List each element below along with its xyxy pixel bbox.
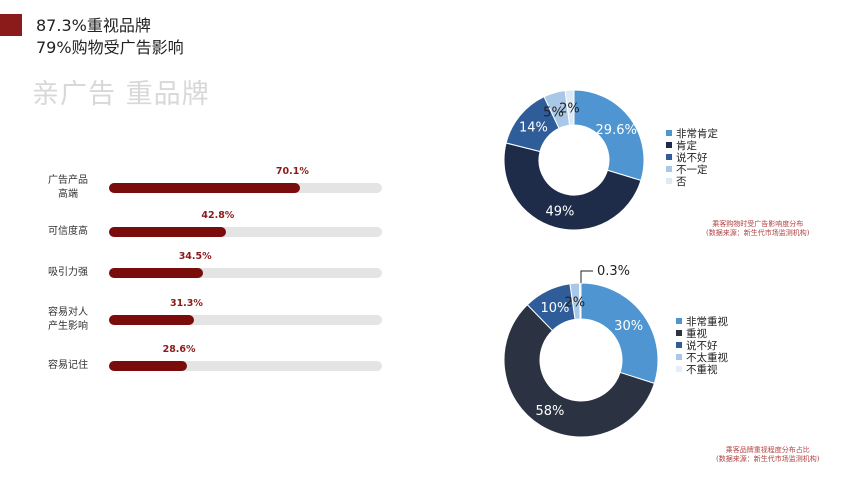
legend-label: 重视 — [686, 327, 707, 340]
bar-value-label: 34.5% — [178, 251, 212, 262]
bar — [109, 315, 195, 325]
legend-entry: 非常重视 — [676, 315, 728, 328]
bar-category-label: 容易对人 产生影响 — [48, 307, 88, 332]
donut-value-label: 58% — [535, 404, 564, 419]
caption-source: (数据来源：新生代市场监测机构) — [706, 229, 810, 237]
legend-swatch — [676, 342, 682, 348]
donut-value-label: 14% — [519, 121, 548, 136]
ad-influence-legend: 非常肯定 肯定 说不好 不一定否 — [666, 127, 718, 188]
bar — [109, 183, 301, 193]
headline-brand: 87.3%重视品牌 — [36, 16, 151, 35]
legend-entry: 不太重视 — [676, 351, 728, 364]
bar-category-label: 广告产品 高端 — [48, 175, 88, 200]
accent-square — [0, 14, 22, 36]
callout-line — [580, 270, 593, 283]
legend-swatch — [676, 318, 682, 324]
legend-label: 不重视 — [686, 363, 718, 376]
bar-value-label: 28.6% — [162, 344, 196, 355]
legend-swatch — [676, 366, 682, 372]
brand-importance-caption: 乘客品牌重视程度分布占比 (数据来源：新生代市场监测机构) — [716, 446, 819, 464]
donut-value-label: 5% — [543, 106, 564, 121]
bar-category-label: 可信度高 — [48, 226, 88, 237]
donut-slice — [580, 282, 659, 385]
legend-label: 说不好 — [686, 339, 718, 352]
donut-slice — [503, 304, 655, 438]
bar-value-label: 70.1% — [275, 166, 309, 177]
legend-label: 不一定 — [676, 163, 708, 176]
legend-label: 说不好 — [676, 151, 708, 164]
donut-value-label: 30% — [614, 319, 643, 334]
caption-source: (数据来源：新生代市场监测机构) — [716, 455, 820, 463]
legend-swatch — [666, 142, 672, 148]
donut-value-label: 10% — [540, 301, 569, 316]
bar-category-label: 吸引力强 — [48, 267, 88, 278]
ad-influence-caption: 乘客购物时受广告影响度分布 (数据来源：新生代市场监测机构) — [706, 220, 809, 238]
page-title: 亲广告 重品牌 — [32, 79, 210, 110]
legend-entry: 说不好 — [676, 339, 728, 352]
bar — [109, 361, 188, 371]
legend-entry: 非常肯定 — [666, 127, 718, 140]
legend-swatch — [666, 166, 672, 172]
bar-value-label: 42.8% — [201, 210, 235, 221]
bar-track — [109, 315, 382, 325]
bar — [109, 268, 204, 278]
bar — [109, 227, 226, 237]
bar-value-label: 31.3% — [169, 298, 203, 309]
legend-swatch — [676, 330, 682, 336]
legend-swatch — [666, 154, 672, 160]
donut-slice — [579, 282, 582, 320]
bar-track — [109, 361, 382, 371]
caption-title: 乘客品牌重视程度分布占比 — [725, 446, 810, 454]
legend-label: 肯定 — [676, 139, 697, 152]
legend-label: 否 — [676, 175, 687, 188]
callout-value-label: 0.3% — [597, 264, 630, 279]
caption-title: 乘客购物时受广告影响度分布 — [712, 220, 804, 228]
legend-swatch — [676, 354, 682, 360]
donut-slice — [573, 89, 645, 182]
brand-importance-donut-chart: 30% 58% 10%2% 0.3% — [503, 264, 659, 438]
legend-swatch — [666, 130, 672, 136]
legend-entry: 重视 — [676, 327, 728, 340]
legend-entry: 肯定 — [666, 139, 718, 152]
legend-entry: 不一定 — [666, 163, 718, 176]
legend-label: 非常肯定 — [676, 127, 718, 140]
bar-category-label: 容易记住 — [48, 360, 88, 371]
donut-slice — [564, 89, 575, 126]
brand-importance-legend: 非常重视 重视 说不好 不太重视 不重视 — [676, 315, 728, 376]
donut-value-label: 2% — [559, 102, 580, 117]
donut-value-label: 29.6% — [596, 123, 637, 138]
bar-track — [109, 268, 382, 278]
bar-track — [109, 227, 382, 237]
ad-influence-donut-chart: 29.6% 49% 14%5%2% — [503, 89, 645, 231]
legend-swatch — [666, 178, 672, 184]
legend-entry: 不重视 — [676, 363, 728, 376]
donut-slice — [503, 142, 642, 231]
legend-entry: 否 — [666, 175, 718, 188]
donut-value-label: 49% — [545, 205, 574, 220]
legend-label: 不太重视 — [686, 351, 728, 364]
legend-label: 非常重视 — [686, 315, 728, 328]
donut-value-label: 2% — [565, 295, 586, 310]
legend-entry: 说不好 — [666, 151, 718, 164]
headline-ads: 79%购物受广告影响 — [36, 38, 184, 57]
